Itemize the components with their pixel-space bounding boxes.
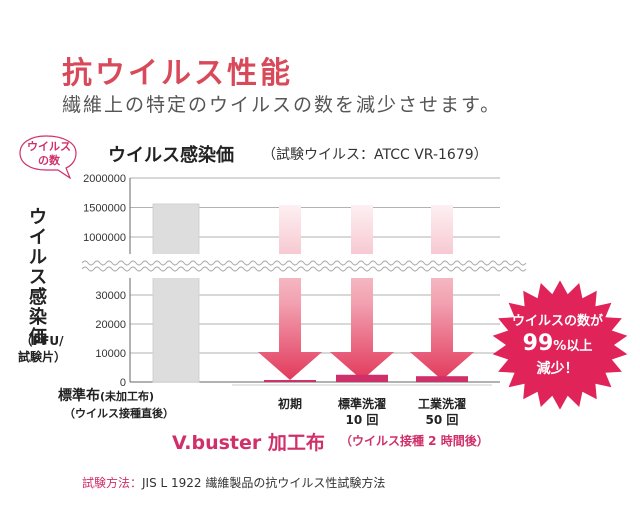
reduction-arrow [330,205,394,380]
x-category-label: 標準洗濯 [338,396,386,411]
bar-vbuster [264,380,316,382]
burst-unit: %以上 [553,339,593,354]
standard-cloth-suffix: (未加工布) [100,390,155,403]
burst-shape [492,280,628,410]
x-category-label: 工業洗濯 [418,396,466,411]
bars [152,203,474,383]
vbuster-sub: （ウイルス接種 2 時間後） [340,434,489,448]
bar-vbuster [416,376,468,382]
axis-break-wave [81,260,527,266]
y-tick-label: 1500000 [83,203,126,215]
burst-line1: ウイルスの数が [511,314,603,329]
chart-title: ウイルス感染価 [108,145,234,166]
y-tick-label: 2000000 [83,173,126,185]
y-tick-label: 10000 [95,348,126,360]
y-tick-label: 20000 [95,319,126,331]
y-axis-label: ウイルス感染価 [29,207,47,348]
burst-line3: 減少！ [536,361,579,377]
test-method-label: 試験方法： [82,476,143,490]
x-category-label-sub: 50 回 [426,413,459,427]
standard-cloth-sub: （ウイルス接種直後） [64,407,174,420]
bubble-line2: の数 [38,154,60,167]
burst-number: 99 [522,331,554,356]
burst-text: ウイルスの数が 99%以上 減少！ [490,313,625,378]
axis-break-wave [81,266,527,272]
chart-note: （試験ウイルス：ATCC VR-1679） [262,147,488,163]
y-tick-label: 0 [120,377,126,389]
y-tick-labels: 2000000 1500000 1000000 30000 20000 10000 0 [83,173,126,389]
y-tick-label: 30000 [95,290,126,302]
speech-bubble [19,135,77,179]
bar-standard [152,203,200,383]
x-category-labels: 初期 標準洗濯 10 回 工業洗濯 50 回 [232,384,492,427]
page-subtitle: 繊維上の特定のウイルスの数を減少させます。 [62,94,502,116]
y-tick-label: 1000000 [83,232,126,244]
y-axis-unit-line1: （PFU/ [20,334,64,348]
reduction-burst-badge [492,280,628,410]
page-title: 抗ウイルス性能 [62,56,293,91]
x-category-label: 初期 [278,396,302,411]
x-category-label-sub: 10 回 [346,413,379,427]
axis-break [81,254,527,278]
standard-cloth-label: 標準布(未加工布) [58,388,208,405]
reduction-arrow [410,205,474,380]
bubble-text: ウイルス の数 [22,140,76,168]
y-axis-unit: （PFU/ 試験片） [6,333,78,365]
test-method-text: JIS L 1922 繊維製品の抗ウイルス性試験方法 [142,476,386,490]
burst-line2: 99%以上 [490,331,625,360]
bar-vbuster [336,374,388,382]
axis-break-band [82,254,522,278]
vbuster-label: V.buster 加工布 [172,432,325,454]
standard-cloth-name: 標準布 [58,388,100,404]
bubble-line1: ウイルス [27,140,71,153]
test-method: 試験方法：JIS L 1922 繊維製品の抗ウイルス性試験方法 [82,474,385,491]
reduction-arrow [258,205,322,380]
y-axis-unit-line2: 試験片） [17,350,66,364]
